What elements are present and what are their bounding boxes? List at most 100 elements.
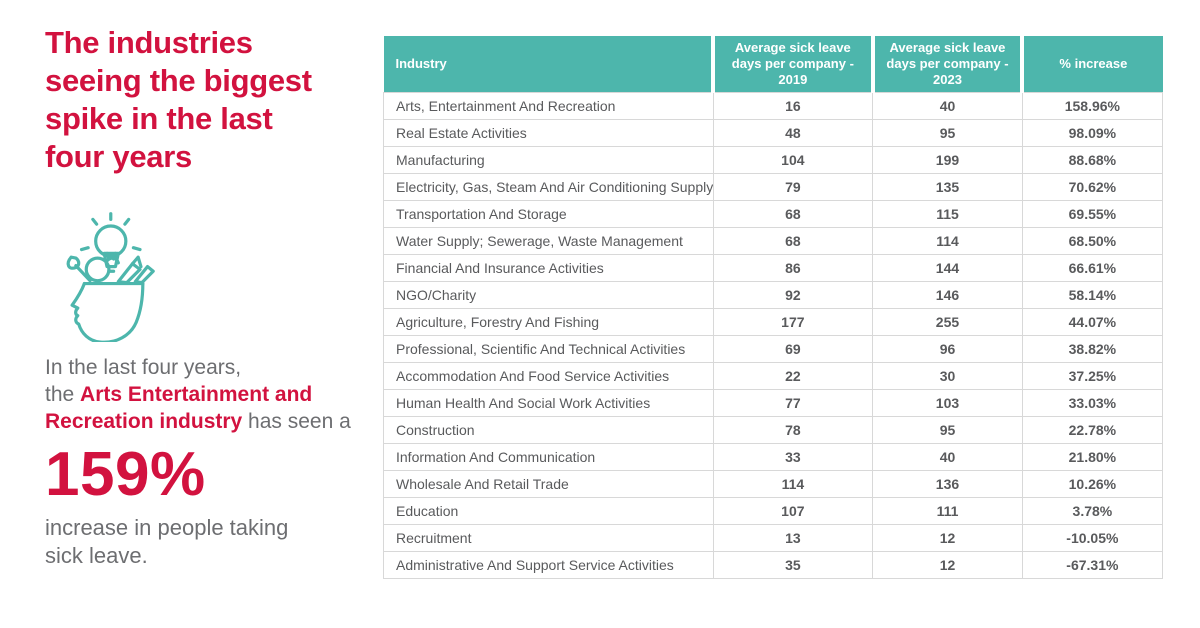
table-row: Manufacturing 104 199 88.68% (383, 146, 1164, 174)
industry-cell: Recruitment (383, 524, 714, 552)
table-row: Information And Communication 33 40 21.80% (383, 443, 1164, 471)
value-cell: 88.68% (1021, 146, 1164, 174)
value-cell: 98.09% (1021, 119, 1164, 147)
left-panel: The industries seeing the biggest spike … (45, 24, 381, 570)
industry-cell: Professional, Scientific And Technical A… (383, 335, 714, 363)
value-cell: 115 (872, 200, 1023, 228)
value-cell: 114 (872, 227, 1023, 255)
value-cell: 40 (872, 92, 1023, 120)
summary-line1: In the last four years, (45, 356, 242, 379)
industry-cell: Real Estate Activities (383, 119, 714, 147)
value-cell: 22 (712, 362, 874, 390)
industry-cell: Human Health And Social Work Activities (383, 389, 714, 417)
header-increase: % increase (1020, 36, 1163, 93)
industry-cell: Electricity, Gas, Steam And Air Conditio… (383, 173, 714, 201)
value-cell: 199 (872, 146, 1023, 174)
value-cell: 95 (872, 416, 1023, 444)
value-cell: 13 (712, 524, 874, 552)
header-2023: Average sick leave days per company - 20… (870, 36, 1023, 93)
value-cell: 111 (872, 497, 1023, 525)
industry-cell: Accommodation And Food Service Activitie… (383, 362, 714, 390)
value-cell: 38.82% (1021, 335, 1164, 363)
value-cell: 35 (712, 551, 874, 579)
value-cell: 146 (872, 281, 1023, 309)
creative-head-icon (47, 210, 167, 342)
industry-cell: Manufacturing (383, 146, 714, 174)
value-cell: 58.14% (1021, 281, 1164, 309)
value-cell: 103 (872, 389, 1023, 417)
table-row: Agriculture, Forestry And Fishing 177 255 4… (383, 308, 1164, 336)
table-body: Arts, Entertainment And Recreation 16 40 15… (383, 92, 1164, 579)
summary-post: has seen a (242, 410, 351, 433)
summary-text: In the last four years, the Arts Enterta… (45, 354, 381, 435)
table-row: Administrative And Support Service Activ… (383, 551, 1164, 579)
industry-table: Industry Average sick leave days per com… (383, 36, 1164, 579)
summary-highlight: Arts Entertainment and Recreation indust… (45, 383, 313, 433)
header-2019: Average sick leave days per company - 20… (711, 36, 873, 93)
title-line: seeing the biggest (45, 63, 312, 98)
table-row: Professional, Scientific And Technical A… (383, 335, 1164, 363)
value-cell: 66.61% (1021, 254, 1164, 282)
value-cell: 3.78% (1021, 497, 1164, 525)
value-cell: 30 (872, 362, 1023, 390)
value-cell: 68 (712, 227, 874, 255)
value-cell: 70.62% (1021, 173, 1164, 201)
value-cell: 255 (872, 308, 1023, 336)
industry-cell: Wholesale And Retail Trade (383, 470, 714, 498)
value-cell: -67.31% (1021, 551, 1164, 579)
title-line: The industries (45, 25, 253, 60)
value-cell: 79 (712, 173, 874, 201)
value-cell: 44.07% (1021, 308, 1164, 336)
value-cell: 48 (712, 119, 874, 147)
industry-cell: Education (383, 497, 714, 525)
value-cell: 86 (712, 254, 874, 282)
value-cell: 135 (872, 173, 1023, 201)
value-cell: 22.78% (1021, 416, 1164, 444)
value-cell: 96 (872, 335, 1023, 363)
value-cell: 95 (872, 119, 1023, 147)
value-cell: 68.50% (1021, 227, 1164, 255)
value-cell: 12 (872, 551, 1023, 579)
value-cell: 77 (712, 389, 874, 417)
value-cell: 78 (712, 416, 874, 444)
value-cell: 10.26% (1021, 470, 1164, 498)
table-row: Wholesale And Retail Trade 114 136 10.26% (383, 470, 1164, 498)
stat-value: 159% (45, 440, 206, 509)
value-cell: 104 (712, 146, 874, 174)
industry-cell: Financial And Insurance Activities (383, 254, 714, 282)
header-industry: Industry (383, 36, 714, 93)
summary-pre: the (45, 383, 81, 406)
value-cell: 21.80% (1021, 443, 1164, 471)
value-cell: 12 (872, 524, 1023, 552)
value-cell: 68 (712, 200, 874, 228)
table-row: NGO/Charity 92 146 58.14% (383, 281, 1164, 309)
table-row: Financial And Insurance Activities 86 144 6… (383, 254, 1164, 282)
value-cell: 144 (872, 254, 1023, 282)
value-cell: 69 (712, 335, 874, 363)
industry-cell: NGO/Charity (383, 281, 714, 309)
sick-leave-table: Industry Average sick leave days per com… (383, 36, 1164, 579)
caption-line: increase in people taking (45, 515, 289, 540)
table-row: Arts, Entertainment And Recreation 16 40 15… (383, 92, 1164, 120)
value-cell: 40 (872, 443, 1023, 471)
value-cell: 92 (712, 281, 874, 309)
industry-cell: Arts, Entertainment And Recreation (383, 92, 714, 120)
value-cell: 37.25% (1021, 362, 1164, 390)
value-cell: 69.55% (1021, 200, 1164, 228)
table-header: Industry Average sick leave days per com… (383, 36, 1163, 93)
value-cell: 16 (712, 92, 874, 120)
table-row: Human Health And Social Work Activities 7… (383, 389, 1164, 417)
table-row: Transportation And Storage 68 115 69.55% (383, 200, 1164, 228)
table-row: Education 107 111 3.78% (383, 497, 1164, 525)
industry-cell: Information And Communication (383, 443, 714, 471)
industry-cell: Transportation And Storage (383, 200, 714, 228)
stat-caption: increase in people taking sick leave. (45, 514, 381, 570)
table-row: Real Estate Activities 48 95 98.09% (383, 119, 1164, 147)
table-row: Electricity, Gas, Steam And Air Conditio… (383, 173, 1164, 201)
page-title: The industries seeing the biggest spike … (45, 24, 381, 176)
value-cell: -10.05% (1021, 524, 1164, 552)
title-line: spike in the last (45, 101, 273, 136)
industry-cell: Agriculture, Forestry And Fishing (383, 308, 714, 336)
title-line: four years (45, 139, 192, 174)
